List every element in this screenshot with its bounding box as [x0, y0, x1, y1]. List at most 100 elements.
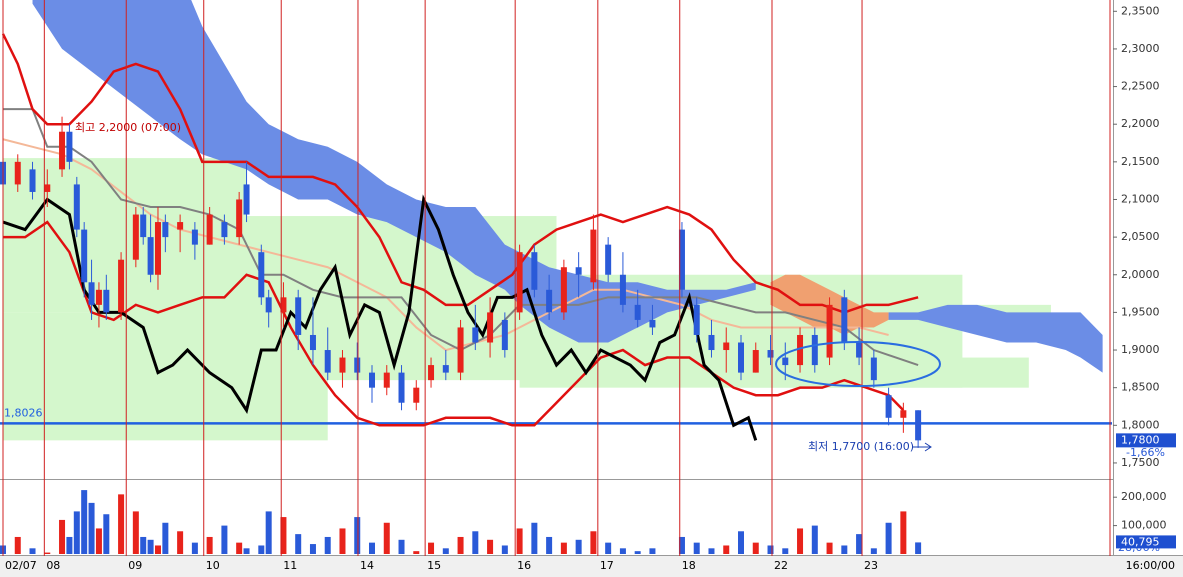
candle-body: [221, 222, 228, 238]
x-tick-label: 10: [206, 559, 220, 572]
volume-bar: [811, 525, 818, 554]
candle-body: [693, 304, 700, 335]
volume-bar: [354, 517, 361, 554]
candle-body: [81, 229, 88, 283]
candle-body: [369, 372, 375, 388]
volume-bar: [649, 548, 656, 554]
indicator-line: [1, 33, 919, 314]
volume-bar: [752, 542, 759, 554]
candle-body: [708, 334, 715, 351]
current-volume-label: 40,795: [1121, 535, 1160, 548]
x-tick-label: 08: [46, 559, 60, 572]
volume-bar: [693, 542, 700, 554]
current-price-box: [1116, 433, 1176, 448]
candle-body: [767, 350, 774, 358]
candle-body: [258, 252, 265, 298]
high-annotation: 최고 2,2000 (07:00): [75, 121, 181, 134]
candle-body: [88, 282, 95, 305]
candle-body: [619, 274, 626, 305]
change-label: -1,66%: [1126, 446, 1165, 459]
volume-bar: [265, 511, 272, 554]
volume-bar: [413, 551, 420, 554]
x-tick-label: 15: [427, 559, 441, 572]
candle-body: [738, 342, 744, 373]
volume-bar: [162, 522, 169, 554]
volume-bar: [457, 536, 464, 554]
candle-body: [73, 184, 80, 230]
x-tick-label: 09: [128, 559, 142, 572]
current-price-label: 1,7800: [1121, 433, 1160, 446]
candle-body: [140, 214, 147, 238]
candle-body: [354, 357, 361, 373]
x-tick-label: 23: [864, 559, 878, 572]
candle-body: [811, 334, 818, 366]
volume-bar: [103, 514, 110, 554]
volume-bar: [309, 544, 316, 554]
volume-bar: [442, 548, 449, 554]
x-tick-label: 22: [774, 559, 788, 572]
y-tick-label: 1,8500: [1121, 381, 1160, 394]
indicator-line: [2, 194, 758, 441]
candle-body: [634, 304, 641, 320]
y-tick-label: 2,0000: [1121, 268, 1160, 281]
volume-bar: [487, 539, 494, 554]
y-tick-label: 1,9000: [1121, 343, 1160, 356]
current-volume-box: [1116, 535, 1176, 549]
candle-body: [236, 199, 243, 238]
reference-label: 1,8026: [4, 406, 43, 419]
candle-body: [501, 319, 508, 351]
candle-body: [546, 289, 553, 313]
volume-bar: [95, 528, 102, 554]
volume-bar: [132, 511, 139, 554]
candle-body: [900, 410, 907, 418]
candle-body: [870, 357, 877, 381]
y-tick-label: 2,1000: [1121, 192, 1160, 205]
volume-bar: [295, 534, 302, 554]
volume-bar: [59, 519, 66, 554]
volume-bar: [723, 545, 730, 554]
volume-bar: [885, 522, 892, 554]
x-tick-label: 16:00/00: [1126, 559, 1175, 572]
candle-body: [206, 214, 213, 245]
candle-body: [472, 327, 479, 343]
volume-bar: [14, 536, 21, 554]
volume-bar: [605, 542, 612, 554]
y-tick-label: 2,1500: [1121, 155, 1160, 168]
candle-body: [398, 372, 405, 403]
y-tick-label: 1,8000: [1121, 418, 1160, 431]
volume-bar: [154, 545, 161, 554]
candle-body: [797, 334, 804, 366]
volume-bar: [531, 522, 538, 554]
candle-body: [649, 319, 656, 328]
candle-body: [856, 342, 863, 358]
x-tick-label: 18: [682, 559, 696, 572]
date-axis-band: [0, 556, 1183, 577]
y-tick-label: 2,3500: [1121, 4, 1160, 17]
candle-body: [59, 131, 66, 170]
volume-bar: [856, 534, 863, 554]
indicator-line: [3, 220, 905, 427]
candle-body: [243, 184, 250, 215]
y-tick-label: 2,3000: [1121, 42, 1160, 55]
volume-bar: [767, 545, 774, 554]
candle-body: [428, 365, 435, 381]
zone: [741, 357, 1029, 388]
volume-bar: [560, 542, 567, 554]
arrow: [913, 442, 932, 452]
candle-body: [324, 350, 331, 373]
volume-bar: [398, 539, 405, 554]
candle-body: [516, 252, 523, 313]
candle-body: [280, 297, 287, 313]
price-panel: [0, 0, 1112, 448]
volume-bar: [118, 494, 125, 554]
candle-body: [841, 297, 848, 343]
volume-bar: [66, 536, 73, 554]
volume-bar: [797, 528, 804, 554]
volume-bar: [339, 528, 346, 554]
candle-body: [531, 252, 538, 290]
y-tick-label: 2,2000: [1121, 117, 1160, 130]
candle-body: [265, 297, 272, 313]
volume-bar: [841, 545, 848, 554]
volume-bar: [590, 531, 597, 554]
